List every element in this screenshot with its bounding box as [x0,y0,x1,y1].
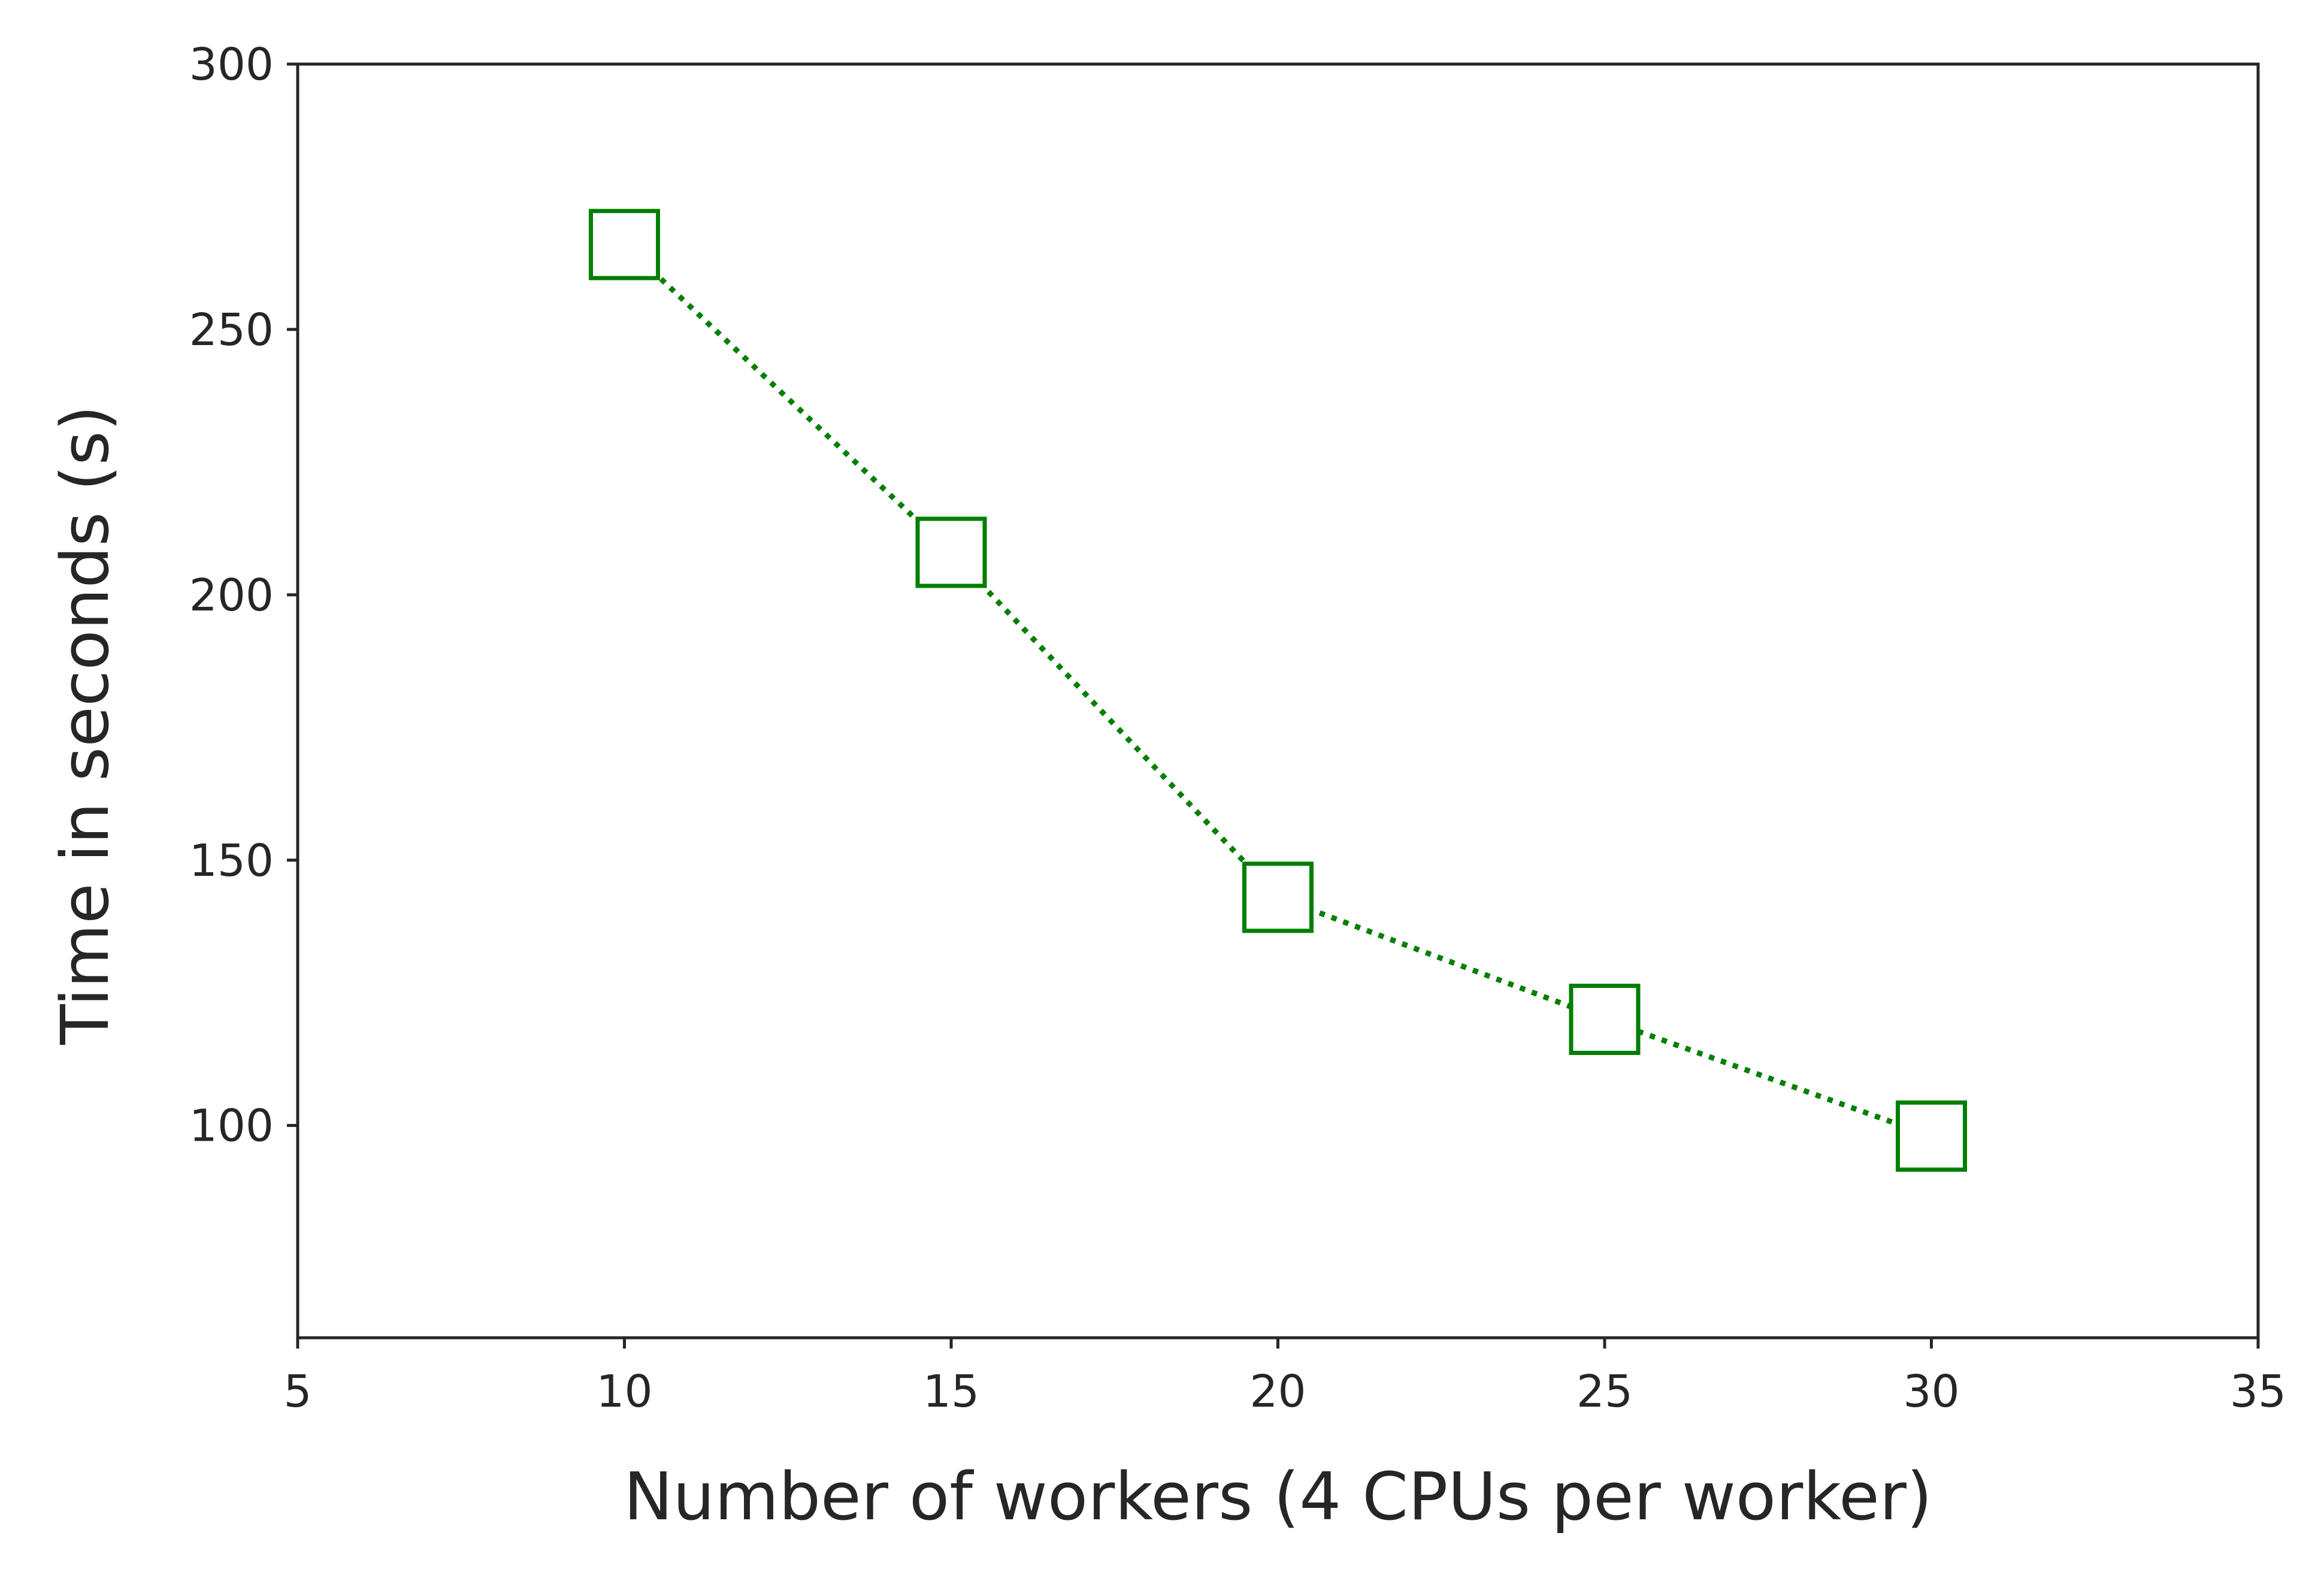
x-tick-label: 5 [283,1366,311,1417]
data-point-marker [589,208,660,280]
x-axis-label: Number of workers (4 CPUs per worker) [624,1458,1932,1535]
x-tick-label: 25 [1576,1366,1633,1417]
x-tick-label: 20 [1249,1366,1306,1417]
data-point-marker [915,516,987,588]
x-tick-label: 10 [596,1366,652,1417]
data-point-marker [1896,1100,1967,1172]
x-tick-label: 30 [1903,1366,1959,1417]
y-tick-label: 300 [189,39,274,90]
y-tick-label: 200 [189,570,274,621]
y-tick-label: 150 [189,835,274,887]
x-axis-ticks: 5 10 15 20 25 30 35 [283,1338,2286,1417]
y-tick-label: 250 [189,304,274,356]
x-tick-label: 35 [2230,1366,2286,1417]
y-tick-label: 100 [189,1101,274,1152]
y-axis-ticks: 100 150 200 250 300 [189,39,298,1152]
series-line [622,242,1933,1139]
y-axis-label: Time in seconds (s) [47,405,123,1045]
data-point-marker [1242,861,1314,933]
x-tick-label: 15 [923,1366,979,1417]
series-layer [589,208,1967,1172]
data-point-marker [1569,984,1641,1055]
